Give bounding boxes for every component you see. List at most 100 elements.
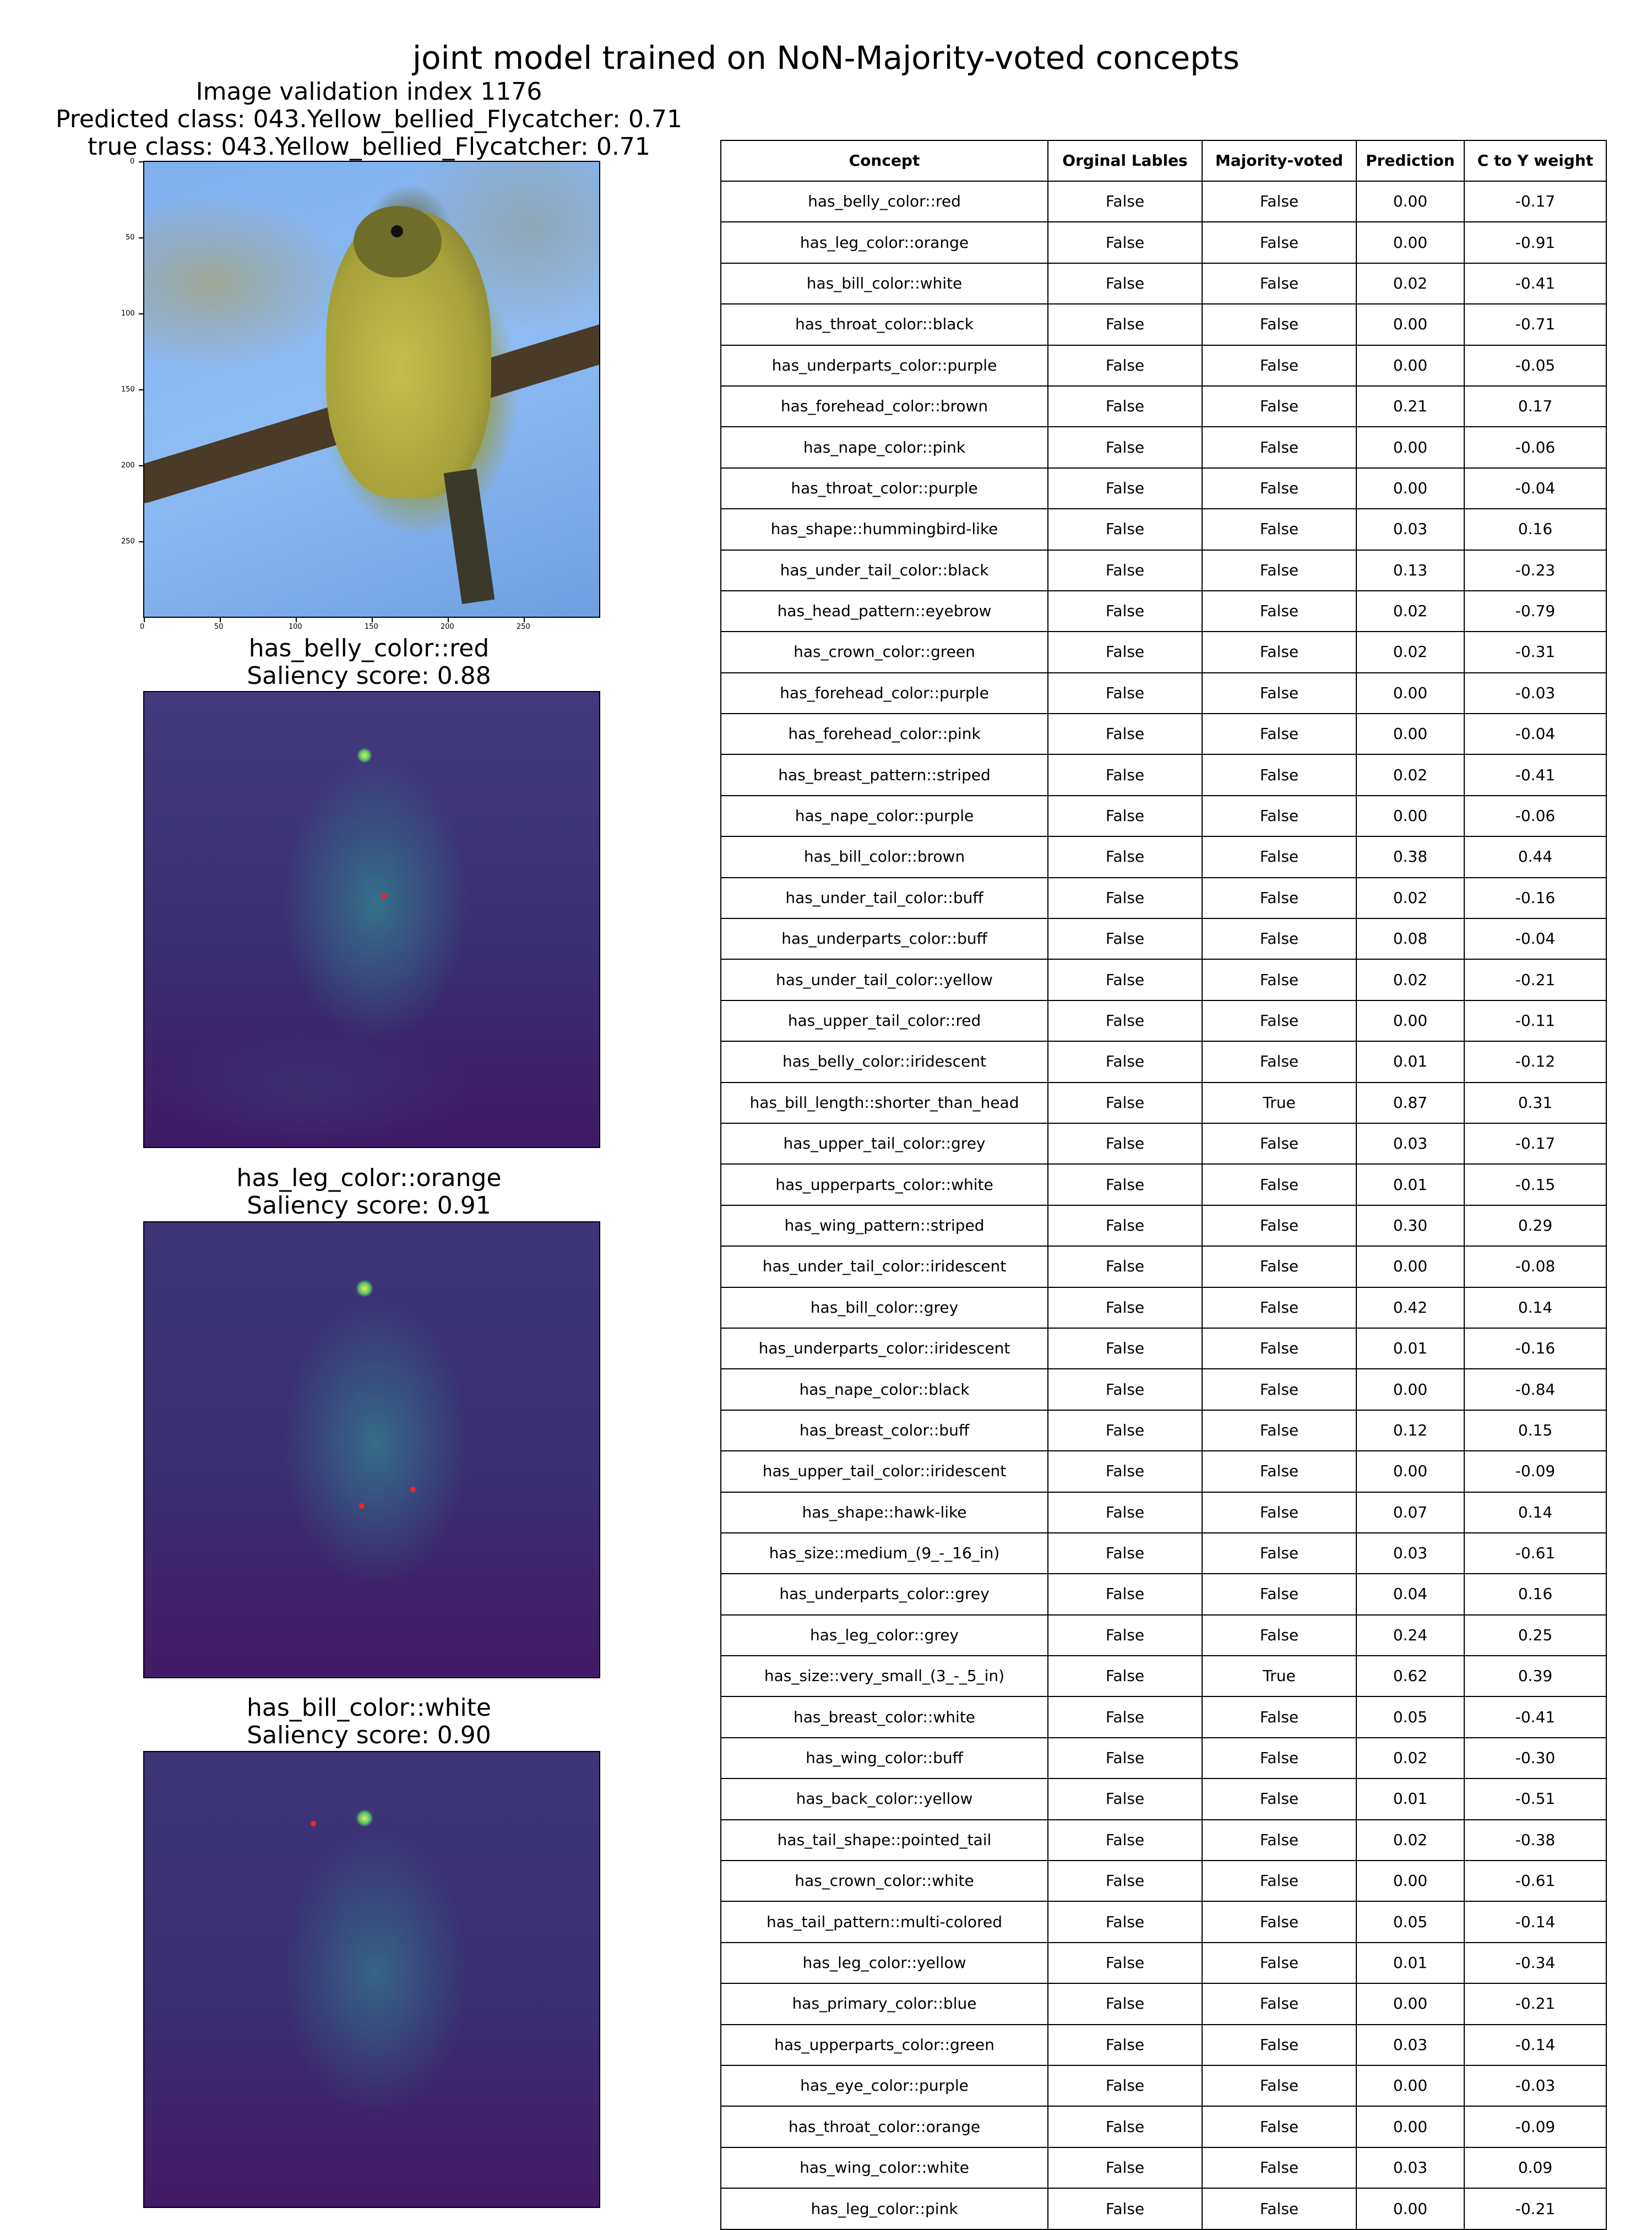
cell-prediction: 0.02 <box>1356 1819 1465 1862</box>
cell-majority-voted: True <box>1202 1081 1357 1124</box>
cell-concept: has_under_tail_color::yellow <box>720 959 1048 1001</box>
cell-original-label: False <box>1047 262 1203 305</box>
cell-majority-voted: False <box>1202 467 1357 510</box>
table-row: has_throat_color::black False False 0.00 -0.… <box>720 303 1607 346</box>
cell-majority-voted: False <box>1202 795 1357 837</box>
cell-majority-voted: False <box>1202 2146 1357 2189</box>
cell-original-label: False <box>1047 1901 1203 1943</box>
cell-prediction: 0.21 <box>1356 385 1465 428</box>
cell-original-label: False <box>1047 385 1203 428</box>
cell-c-to-y-weight: -0.71 <box>1464 303 1607 346</box>
cell-original-label: False <box>1047 1860 1203 1902</box>
cell-original-label: False <box>1047 1532 1203 1575</box>
cell-majority-voted: False <box>1202 1041 1357 1083</box>
cell-c-to-y-weight: -0.17 <box>1464 180 1607 223</box>
table-row: has_size::medium_(9_-_16_in) False False 0.… <box>720 1532 1607 1575</box>
cell-original-label: False <box>1047 672 1203 715</box>
cell-original-label: False <box>1047 1573 1203 1616</box>
cell-c-to-y-weight: -0.41 <box>1464 262 1607 305</box>
x-tick: 0 <box>140 623 145 631</box>
cell-c-to-y-weight: -0.04 <box>1464 918 1607 960</box>
table-row: has_under_tail_color::iridescent False Fal… <box>720 1245 1607 1288</box>
table-row: has_under_tail_color::yellow False False 0.… <box>720 959 1607 1001</box>
cell-original-label: False <box>1047 303 1203 346</box>
cell-concept: has_wing_pattern::striped <box>720 1204 1048 1247</box>
cell-prediction: 0.12 <box>1356 1409 1465 1452</box>
table-row: has_leg_color::pink False False 0.00 -0.21 <box>720 2188 1607 2230</box>
cell-c-to-y-weight: 0.39 <box>1464 1655 1607 1698</box>
cell-c-to-y-weight: -0.04 <box>1464 467 1607 510</box>
cell-prediction: 0.00 <box>1356 713 1465 755</box>
cell-prediction: 0.07 <box>1356 1491 1465 1533</box>
y-tick: 250 <box>121 537 135 546</box>
cell-concept: has_head_pattern::eyebrow <box>720 590 1048 633</box>
y-tick: 0 <box>130 157 135 166</box>
cell-concept: has_upper_tail_color::red <box>720 999 1048 1042</box>
cell-concept: has_wing_color::buff <box>720 1737 1048 1780</box>
table-row: has_belly_color::red False False 0.00 -0.17 <box>720 180 1607 223</box>
cell-original-label: False <box>1047 795 1203 837</box>
concepts-table: Concept Orginal Lables Majority-voted Pr… <box>720 140 1607 2230</box>
cell-concept: has_leg_color::orange <box>720 221 1048 264</box>
cell-majority-voted: False <box>1202 1409 1357 1452</box>
cell-original-label: False <box>1047 1819 1203 1862</box>
cell-concept: has_underparts_color::iridescent <box>720 1327 1048 1370</box>
cell-original-label: False <box>1047 713 1203 755</box>
cell-c-to-y-weight: -0.03 <box>1464 672 1607 715</box>
cell-c-to-y-weight: -0.06 <box>1464 426 1607 469</box>
table-row: has_primary_color::blue False False 0.00 -0.… <box>720 1983 1607 2025</box>
cell-c-to-y-weight: -0.21 <box>1464 1983 1607 2025</box>
cell-concept: has_nape_color::purple <box>720 795 1048 837</box>
bird-head-shape <box>354 206 442 278</box>
table-body: has_belly_color::red False False 0.00 -0.17 h… <box>720 180 1607 2230</box>
cell-prediction: 0.00 <box>1356 2064 1465 2107</box>
saliency-concept-title: has_bill_color::white <box>246 1694 492 1722</box>
cell-c-to-y-weight: -0.38 <box>1464 1819 1607 1862</box>
cell-prediction: 0.04 <box>1356 1573 1465 1616</box>
cell-c-to-y-weight: 0.29 <box>1464 1204 1607 1247</box>
cell-original-label: False <box>1047 2106 1203 2148</box>
cell-original-label: False <box>1047 549 1203 591</box>
cell-prediction: 0.03 <box>1356 2024 1465 2066</box>
cell-original-label: False <box>1047 344 1203 387</box>
cell-prediction: 0.00 <box>1356 1245 1465 1288</box>
table-row: has_underparts_color::iridescent False Fal… <box>720 1327 1607 1370</box>
cell-prediction: 0.00 <box>1356 672 1465 715</box>
cell-c-to-y-weight: -0.17 <box>1464 1122 1607 1165</box>
table-row: has_under_tail_color::buff False False 0.02… <box>720 877 1607 920</box>
cell-majority-voted: False <box>1202 1901 1357 1943</box>
cell-prediction: 0.02 <box>1356 262 1465 305</box>
image-validation-index: Image validation index 1176 <box>195 78 542 106</box>
cell-original-label: False <box>1047 1491 1203 1533</box>
cell-original-label: False <box>1047 1163 1203 1206</box>
header-majority-voted: Majority-voted <box>1202 140 1357 182</box>
cell-majority-voted: False <box>1202 877 1357 920</box>
table-row: has_bill_color::grey False False 0.42 0.14 <box>720 1286 1607 1329</box>
cell-concept: has_eye_color::purple <box>720 2064 1048 2107</box>
cell-prediction: 0.24 <box>1356 1614 1465 1657</box>
cell-original-label: False <box>1047 1941 1203 1984</box>
cell-original-label: False <box>1047 1983 1203 2025</box>
cell-c-to-y-weight: -0.08 <box>1464 1245 1607 1288</box>
cell-concept: has_underparts_color::purple <box>720 344 1048 387</box>
cell-concept: has_breast_color::white <box>720 1696 1048 1738</box>
table-row: has_forehead_color::purple False False 0.00… <box>720 672 1607 715</box>
cell-majority-voted: False <box>1202 1941 1357 1984</box>
table-row: has_bill_color::brown False False 0.38 0.44 <box>720 836 1607 878</box>
cell-original-label: False <box>1047 1122 1203 1165</box>
cell-original-label: False <box>1047 1081 1203 1124</box>
cell-concept: has_leg_color::yellow <box>720 1941 1048 1984</box>
cell-concept: has_primary_color::blue <box>720 1983 1048 2025</box>
cell-c-to-y-weight: -0.16 <box>1464 1327 1607 1370</box>
cell-original-label: False <box>1047 426 1203 469</box>
cell-concept: has_crown_color::green <box>720 631 1048 673</box>
table-row: has_shape::hummingbird-like False False 0.0… <box>720 508 1607 551</box>
true-class: true class: 043.Yellow_bellied_Flycatche… <box>88 133 650 161</box>
cell-majority-voted: False <box>1202 1368 1357 1411</box>
cell-prediction: 0.30 <box>1356 1204 1465 1247</box>
cell-concept: has_underparts_color::grey <box>720 1573 1048 1616</box>
cell-original-label: False <box>1047 754 1203 796</box>
cell-prediction: 0.00 <box>1356 467 1465 510</box>
header-prediction: Prediction <box>1356 140 1465 182</box>
cell-c-to-y-weight: -0.14 <box>1464 2024 1607 2066</box>
